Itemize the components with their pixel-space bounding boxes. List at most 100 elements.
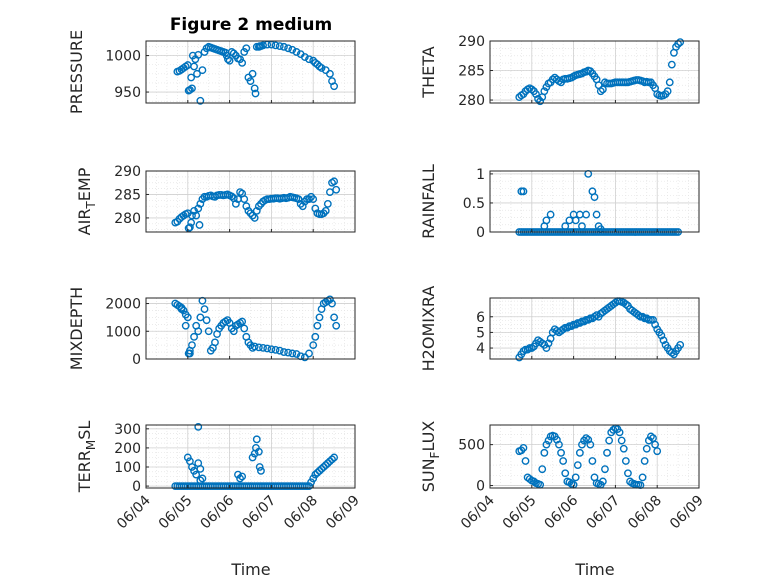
x-tick-label: 06/05: [156, 493, 196, 533]
subplot-air: 280 285 290 AIRTEMP: [75, 164, 356, 235]
axes-box: [145, 424, 356, 489]
data-point: [582, 210, 591, 219]
data-point: [592, 210, 601, 219]
data-point: [332, 321, 341, 330]
data-point: [254, 343, 263, 352]
data-point: [280, 42, 288, 51]
y-tick-label: 5: [476, 325, 485, 341]
data-point: [561, 469, 570, 478]
data-point: [313, 321, 322, 330]
x-tick-label: 06/08: [281, 493, 321, 533]
data-point: [544, 339, 553, 348]
data-point: [188, 84, 196, 93]
data-point: [240, 195, 249, 204]
y-tick-label: 290: [114, 164, 141, 180]
data-point: [309, 341, 318, 350]
y-tick-label: 4: [476, 341, 485, 357]
data-point: [311, 332, 320, 341]
data-point: [240, 324, 249, 333]
data-point: [177, 305, 186, 313]
data-point: [257, 466, 265, 475]
data-point: [659, 336, 668, 345]
data-point: [323, 459, 332, 468]
x-tick-label: 06/07: [583, 493, 623, 533]
data-point: [542, 344, 551, 352]
y-tick-label: 0.5: [463, 196, 485, 212]
data-point: [185, 223, 194, 232]
y-axis-label: RAINFALL: [419, 164, 438, 239]
data-point: [536, 97, 545, 106]
data-point: [588, 457, 597, 465]
axes-box: [489, 424, 700, 489]
axes-box: [489, 297, 700, 360]
data-point: [248, 453, 257, 462]
y-axis-label: SUNFLUX: [419, 421, 442, 493]
data-point: [194, 50, 203, 59]
data-point: [183, 453, 192, 462]
axes-box: [145, 40, 356, 104]
axes-box: [489, 170, 700, 233]
data-point: [586, 440, 595, 449]
data-point: [328, 455, 336, 464]
y-tick-label: 950: [114, 85, 141, 101]
data-point: [601, 465, 609, 474]
data-point: [229, 49, 238, 58]
data-point: [330, 453, 338, 462]
subplot-pressure: 950 1000 PRESSURE: [67, 30, 356, 114]
data-point: [248, 69, 257, 78]
data-point: [676, 341, 685, 349]
data-point: [305, 482, 313, 490]
data-point: [238, 472, 247, 481]
data-point: [657, 331, 666, 340]
x-tick-label: 06/08: [625, 493, 665, 533]
subplot-theta: 280 285 290 THETA: [419, 34, 700, 109]
data-point: [617, 436, 626, 445]
data-point: [251, 89, 260, 98]
y-tick-label: 6: [476, 310, 485, 326]
data-point: [200, 305, 209, 313]
data-point: [236, 474, 244, 483]
data-point: [246, 77, 255, 86]
data-point: [649, 434, 657, 442]
data-point: [250, 214, 259, 222]
figure-title: Figure 2 medium: [170, 15, 332, 35]
data-point: [571, 473, 580, 482]
y-axis-label: THETA: [419, 46, 438, 98]
subplot-terr: 0 100 200 300 06/04 06/05 06/06 06/07 06/08 06/09…: [75, 421, 363, 533]
data-point: [582, 434, 591, 442]
y-tick-label: 0: [476, 225, 485, 241]
data-point: [540, 448, 549, 457]
data-point: [330, 177, 338, 186]
data-point: [193, 69, 201, 78]
data-point: [544, 436, 553, 445]
y-axis-label: H2OMIXRA: [419, 286, 438, 372]
data-point: [326, 457, 334, 466]
subplot-sun: 0 500 06/04 06/05 06/06 06/07 06/08 06/09 SUNFLU…: [419, 421, 707, 533]
y-tick-label: 500: [458, 438, 485, 454]
data-point: [242, 202, 251, 211]
data-point: [621, 457, 630, 465]
data-point: [196, 465, 205, 473]
data-point: [185, 349, 194, 358]
y-tick-label: 2000: [105, 297, 141, 313]
data-point: [596, 87, 605, 96]
data-point: [321, 206, 330, 215]
data-point: [559, 457, 568, 465]
data-point: [557, 448, 565, 457]
data-point: [242, 44, 251, 53]
data-point: [252, 206, 261, 215]
data-point: [603, 448, 611, 457]
data-point: [190, 332, 198, 341]
data-point: [188, 341, 196, 350]
data-point: [254, 447, 263, 456]
y-tick-label: 0: [132, 352, 141, 368]
data-point: [578, 222, 586, 231]
data-point: [624, 469, 632, 478]
data-point: [305, 349, 313, 358]
x-tick-label: 06/06: [198, 492, 238, 532]
data-point: [190, 62, 198, 71]
data-point: [519, 187, 528, 196]
data-point: [267, 345, 276, 354]
y-tick-label: 1000: [105, 49, 141, 65]
